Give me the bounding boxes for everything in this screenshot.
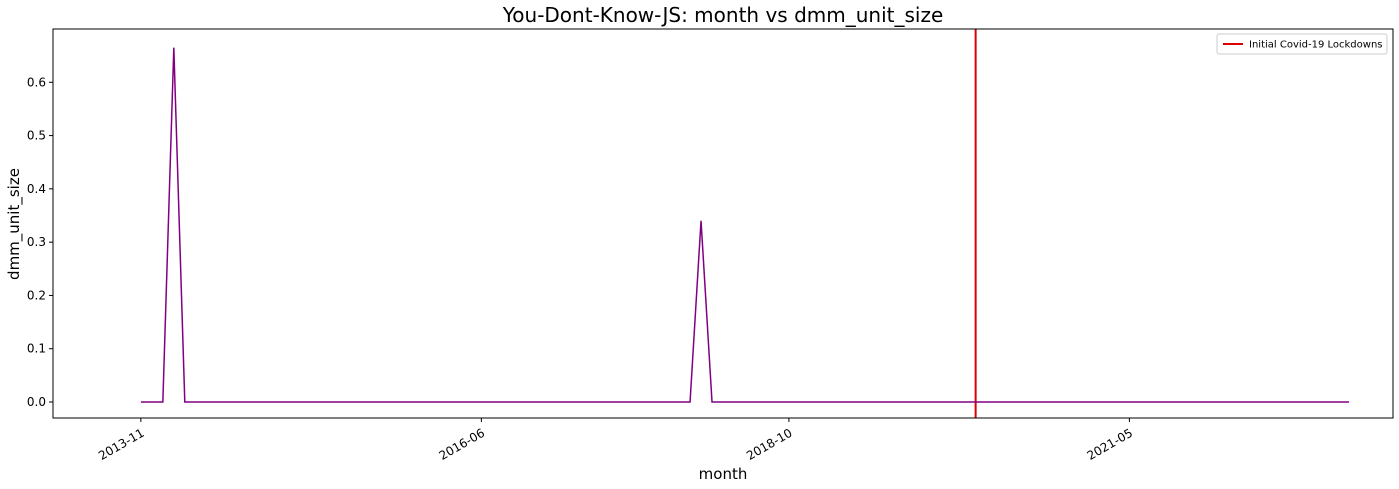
legend-box <box>1216 33 1388 55</box>
series-line <box>140 47 1350 403</box>
x-axis: 2013-11 2016-06 2018-10 2021-05 <box>96 418 1135 463</box>
y-axis-title: dmm_unit_size <box>5 168 24 280</box>
legend: Initial Covid-19 Lockdowns <box>1216 33 1388 55</box>
y-tick-label: 0.2 <box>27 288 46 302</box>
y-tick-label: 0.6 <box>27 75 46 89</box>
y-tick-label: 0.0 <box>27 395 46 409</box>
y-tick-label: 0.1 <box>27 342 46 356</box>
chart-title: You-Dont-Know-JS: month vs dmm_unit_size <box>502 3 944 27</box>
y-axis: 0.0 0.1 0.2 0.3 0.4 0.5 0.6 <box>27 75 53 409</box>
x-tick-label: 2021-05 <box>1085 426 1135 463</box>
series-lines <box>140 47 1350 403</box>
legend-label: Initial Covid-19 Lockdowns <box>1249 40 1383 51</box>
x-tick-label: 2013-11 <box>96 426 146 463</box>
plot-frame <box>52 28 1394 419</box>
y-tick-label: 0.4 <box>27 182 46 196</box>
y-tick-label: 0.3 <box>27 235 46 249</box>
x-tick-label: 2018-10 <box>744 426 794 463</box>
x-tick-label: 2016-06 <box>437 426 487 463</box>
x-axis-title: month <box>699 465 748 483</box>
y-tick-label: 0.5 <box>27 129 46 143</box>
